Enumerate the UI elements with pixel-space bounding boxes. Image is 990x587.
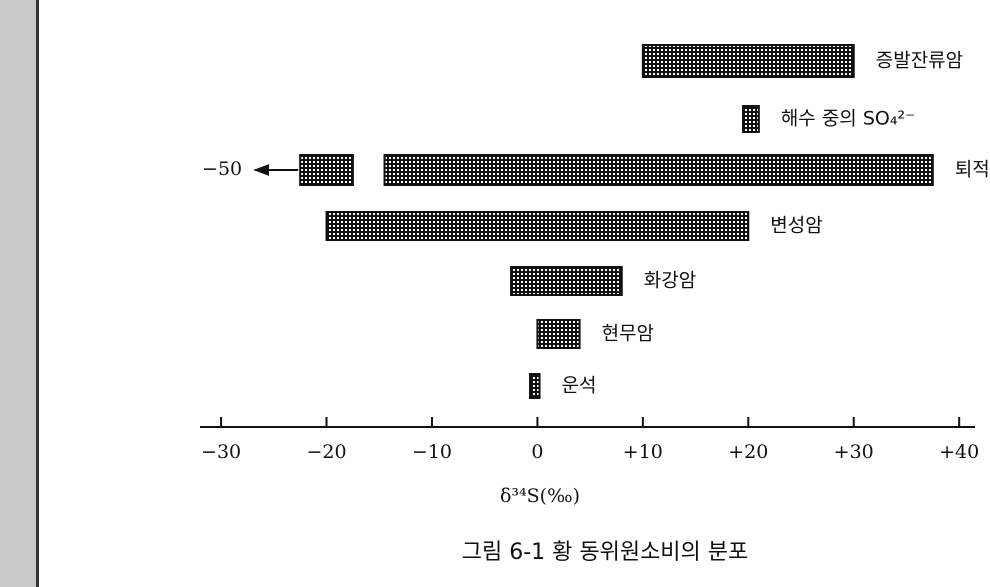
x-tick-label: −30 <box>201 441 241 463</box>
range-bar <box>510 266 623 296</box>
range-bar <box>325 211 750 241</box>
range-bar <box>641 44 855 78</box>
x-axis-label: δ³⁴S(‰) <box>500 485 580 507</box>
range-bar <box>536 319 581 349</box>
bar-label: 화강암 <box>644 270 696 292</box>
bar-label: 퇴적 <box>955 159 990 181</box>
caption: 그림 6-1 황 동위원소비의 분포 <box>462 540 749 565</box>
range-bar <box>299 154 354 186</box>
x-tick-label: 0 <box>531 441 543 463</box>
x-tick-label: +40 <box>939 441 979 463</box>
sidebar <box>0 0 39 587</box>
x-tick-label: −20 <box>306 441 346 463</box>
x-tick-label: +10 <box>623 441 663 463</box>
bar-label: 증발잔류암 <box>876 50 963 72</box>
bar-label: 운석 <box>562 375 597 397</box>
bar-label: 현무암 <box>602 323 654 345</box>
range-bar <box>742 105 760 133</box>
annotation: −50 <box>202 158 242 180</box>
range-bar <box>383 154 934 186</box>
range-bar <box>529 373 541 399</box>
bar-label: 변성암 <box>770 215 822 237</box>
x-tick-label: +20 <box>728 441 768 463</box>
x-tick-label: −10 <box>412 441 452 463</box>
bar-label: 해수 중의 SO₄²⁻ <box>781 108 915 130</box>
x-tick-label: +30 <box>834 441 874 463</box>
